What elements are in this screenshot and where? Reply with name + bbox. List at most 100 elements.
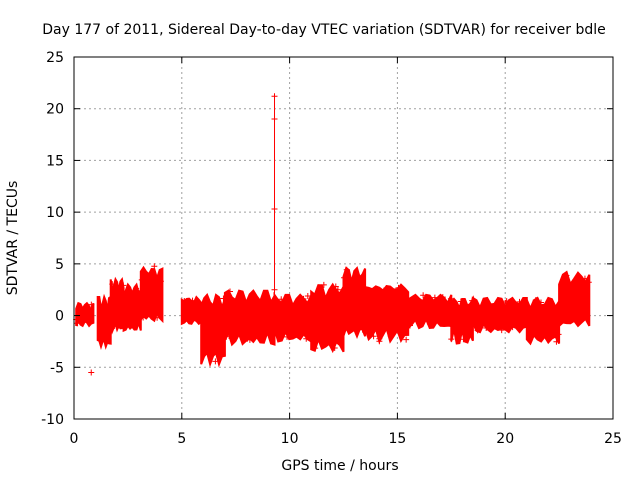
data-point bbox=[581, 286, 588, 293]
data-point bbox=[483, 324, 490, 331]
data-point bbox=[460, 330, 467, 337]
data-point bbox=[334, 286, 341, 293]
data-point bbox=[184, 314, 191, 321]
data-point bbox=[439, 294, 446, 301]
data-point bbox=[191, 309, 198, 316]
data-point bbox=[574, 292, 581, 299]
data-point bbox=[585, 279, 592, 286]
y-tick-label: 5 bbox=[55, 257, 64, 273]
data-point bbox=[140, 314, 147, 321]
data-point bbox=[85, 318, 92, 325]
data-point bbox=[555, 331, 562, 338]
data-point bbox=[181, 298, 188, 305]
data-point bbox=[224, 322, 231, 329]
data-point bbox=[370, 333, 377, 340]
data-point bbox=[511, 307, 518, 314]
data-point bbox=[198, 302, 205, 309]
data-point bbox=[331, 344, 338, 351]
data-point bbox=[565, 285, 572, 292]
data-point bbox=[395, 284, 402, 291]
data-point bbox=[387, 333, 394, 340]
data-point bbox=[157, 278, 164, 285]
x-tick-label: 10 bbox=[281, 431, 299, 447]
data-point bbox=[252, 316, 259, 323]
data-point bbox=[318, 329, 325, 336]
data-point bbox=[501, 323, 508, 330]
data-point bbox=[81, 305, 88, 312]
data-point bbox=[132, 302, 139, 309]
data-point bbox=[133, 285, 140, 292]
data-point bbox=[151, 293, 158, 300]
data-point bbox=[188, 315, 195, 322]
data-point bbox=[303, 335, 310, 342]
x-tick-label: 5 bbox=[177, 431, 186, 447]
data-point bbox=[212, 345, 219, 352]
data-point bbox=[286, 312, 293, 319]
data-point bbox=[383, 285, 390, 292]
data-point bbox=[281, 305, 288, 312]
data-point bbox=[130, 306, 137, 313]
data-point bbox=[412, 310, 419, 317]
data-point bbox=[243, 326, 250, 333]
data-band bbox=[109, 276, 125, 335]
y-tick-label: -5 bbox=[50, 360, 64, 376]
data-point bbox=[304, 293, 311, 300]
data-point bbox=[485, 319, 492, 326]
data-point bbox=[497, 302, 504, 309]
y-tick-label: 15 bbox=[46, 153, 64, 169]
data-point bbox=[218, 322, 225, 329]
outlier-point bbox=[88, 369, 95, 376]
data-point bbox=[418, 304, 425, 311]
data-point bbox=[264, 323, 271, 330]
data-point bbox=[336, 337, 343, 344]
x-axis-label: GPS time / hours bbox=[281, 458, 398, 474]
data-band bbox=[122, 282, 142, 333]
data-point bbox=[544, 315, 551, 322]
data-point bbox=[111, 323, 118, 330]
data-point bbox=[525, 304, 532, 311]
x-tick-label: 15 bbox=[388, 431, 406, 447]
data-point bbox=[312, 345, 319, 352]
data-point bbox=[203, 348, 210, 355]
data-point bbox=[496, 324, 503, 331]
data-point bbox=[138, 276, 145, 283]
data-point bbox=[376, 338, 383, 345]
data-point bbox=[341, 274, 348, 281]
data-point bbox=[140, 301, 147, 308]
data-point bbox=[282, 297, 289, 304]
y-tick-label: 20 bbox=[46, 102, 64, 118]
data-point bbox=[202, 315, 209, 322]
data-point bbox=[228, 335, 235, 342]
data-point bbox=[281, 321, 288, 328]
data-point bbox=[289, 332, 296, 339]
data-point bbox=[146, 292, 153, 299]
data-point bbox=[294, 310, 301, 317]
data-series bbox=[73, 93, 592, 376]
data-point bbox=[506, 316, 513, 323]
data-point bbox=[537, 299, 544, 306]
data-band bbox=[139, 265, 164, 324]
data-point bbox=[441, 313, 448, 320]
x-tick-label: 20 bbox=[496, 431, 514, 447]
data-point bbox=[120, 282, 127, 289]
data-point bbox=[499, 315, 506, 322]
data-band bbox=[200, 293, 226, 368]
data-point bbox=[355, 325, 362, 332]
data-point bbox=[398, 327, 405, 334]
data-point bbox=[431, 294, 438, 301]
data-point bbox=[377, 291, 384, 298]
data-point bbox=[564, 305, 571, 312]
data-point bbox=[347, 316, 354, 323]
data-point bbox=[297, 309, 304, 316]
data-point bbox=[113, 293, 120, 300]
data-point bbox=[517, 310, 524, 317]
data-point bbox=[442, 307, 449, 314]
data-point bbox=[420, 310, 427, 317]
axis-ticks: 0 5 10 15 20 25 -10 -5 0 5 10 15 20 25 bbox=[41, 50, 622, 447]
data-point bbox=[420, 292, 427, 299]
data-band bbox=[525, 296, 561, 346]
data-point bbox=[502, 307, 509, 314]
data-point bbox=[393, 311, 400, 318]
data-point bbox=[212, 358, 219, 365]
data-point bbox=[247, 321, 254, 328]
